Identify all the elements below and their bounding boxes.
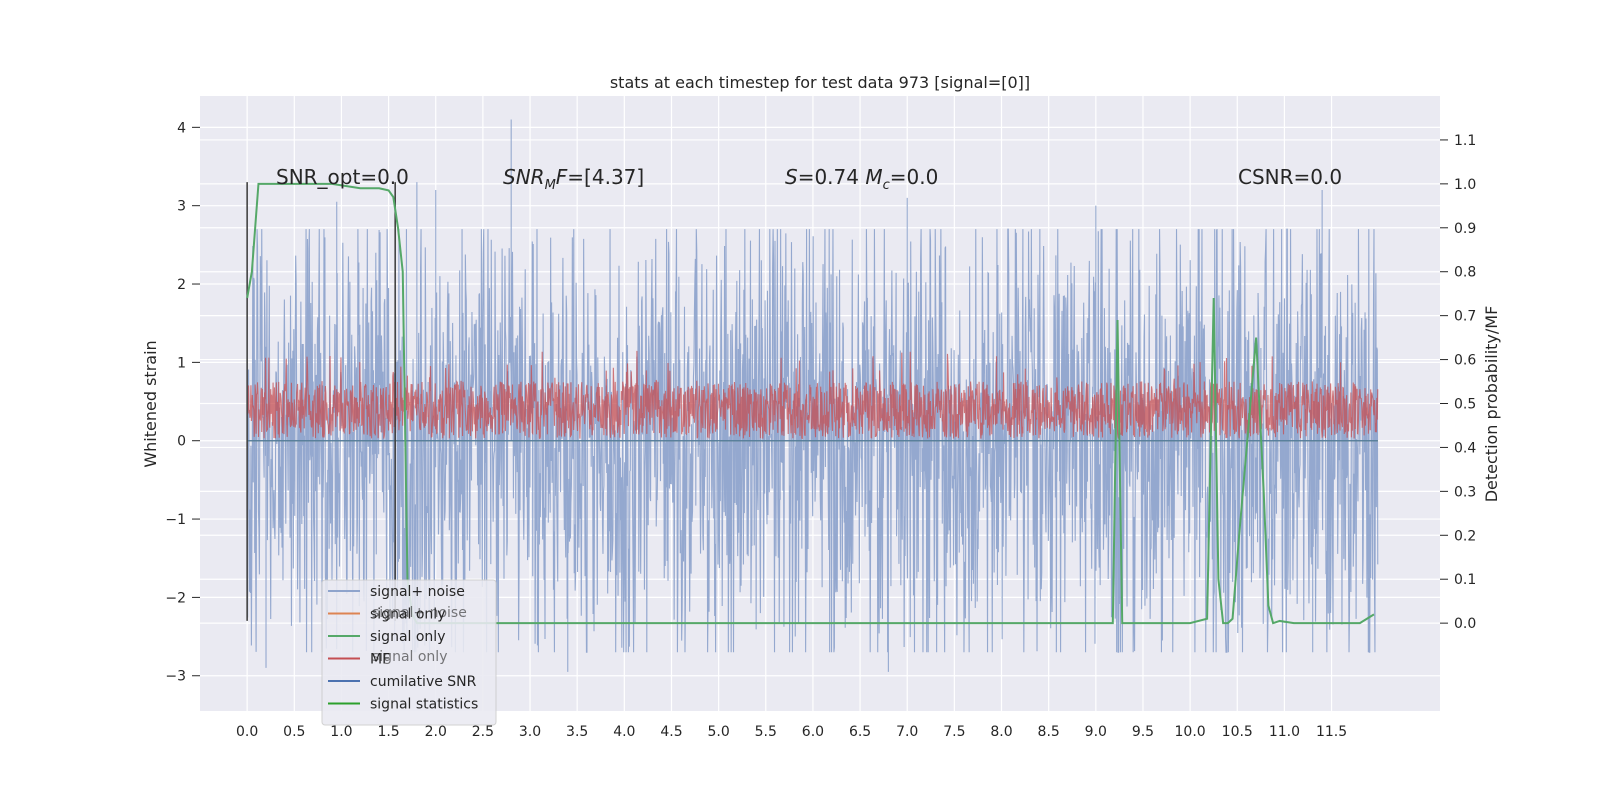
legend-ghost-label: signal+ noise — [372, 605, 467, 621]
series-signal-plus-noise — [246, 119, 1379, 672]
x-tick-label: 6.0 — [802, 724, 824, 740]
y2-axis-label: Detection probability/MF — [1482, 306, 1501, 503]
x-tick-label: 2.5 — [472, 724, 494, 740]
x-tick-label: 11.5 — [1316, 724, 1347, 740]
x-tick-label: 6.5 — [849, 724, 871, 740]
x-tick-label: 4.5 — [660, 724, 682, 740]
y-tick-label: 4 — [177, 120, 186, 136]
legend-label: signal statistics — [370, 697, 478, 713]
annotation-s-mc: S=0.74 Mc=0.0 — [785, 165, 938, 193]
x-tick-label: 5.5 — [755, 724, 777, 740]
y2-tick-label: 0.4 — [1454, 440, 1476, 456]
legend-label: signal+ noise — [370, 584, 465, 600]
x-tick-label: 11.0 — [1269, 724, 1300, 740]
x-tick-label: 3.5 — [566, 724, 588, 740]
x-tick-label: 7.5 — [943, 724, 965, 740]
x-tick-label: 10.0 — [1175, 724, 1206, 740]
legend-label: cumilative SNR — [370, 674, 477, 690]
x-tick-label: 9.5 — [1132, 724, 1154, 740]
x-tick-label: 8.0 — [990, 724, 1012, 740]
y2-tick-label: 0.3 — [1454, 484, 1476, 500]
y2-tick-label: 1.1 — [1454, 133, 1476, 149]
y-tick-label: −3 — [165, 669, 186, 685]
annotations: SNR_opt=0.0 SNRMF=[4.37] S=0.74 Mc=0.0 C… — [276, 165, 1342, 193]
chart-title: stats at each timestep for test data 973… — [610, 73, 1030, 92]
series-mf — [246, 350, 1379, 440]
series-signal-statistics — [246, 182, 1375, 625]
y2-tick-label: 0.2 — [1454, 528, 1476, 544]
annotation-csnr: CSNR=0.0 — [1238, 165, 1342, 189]
annotation-snr-opt: SNR_opt=0.0 — [276, 165, 409, 189]
y2-tick-label: 0.6 — [1454, 353, 1476, 369]
x-tick-label: 2.0 — [425, 724, 447, 740]
legend-label: signal only — [370, 629, 445, 645]
y2-tick-label: 0.9 — [1454, 221, 1476, 237]
axis-ticks: 0.0 0.5 1.0 1.5 2.0 2.5 3.0 3.5 4.0 4.5 5.0 5.5 6.0 6… — [165, 120, 1476, 740]
legend-box — [321, 579, 497, 726]
y-tick-label: −2 — [165, 590, 186, 606]
x-tick-label: 4.0 — [613, 724, 635, 740]
legend-label: MF — [370, 652, 390, 668]
x-tick-label: 7.0 — [896, 724, 918, 740]
y-axis-label: Whitened strain — [141, 340, 160, 467]
y2-tick-label: 0.7 — [1454, 309, 1476, 325]
x-tick-label: 1.0 — [330, 724, 352, 740]
y-tick-label: 1 — [177, 355, 186, 371]
x-tick-label: 0.0 — [236, 724, 258, 740]
x-tick-label: 0.5 — [283, 724, 305, 740]
y2-tick-label: 0.0 — [1454, 616, 1476, 632]
legend-label: signal only — [370, 607, 445, 623]
y2-tick-label: 0.5 — [1454, 397, 1476, 413]
plot-content — [246, 119, 1379, 672]
y2-tick-label: 0.8 — [1454, 265, 1476, 281]
y2-tick-label: 1.0 — [1454, 177, 1476, 193]
legend-ghost-label: signal only — [372, 649, 447, 665]
x-tick-label: 10.5 — [1222, 724, 1253, 740]
annotation-snr-mf: SNRMF=[4.37] — [503, 165, 644, 193]
x-tick-label: 9.0 — [1085, 724, 1107, 740]
y-tick-label: −1 — [165, 512, 186, 528]
y-tick-label: 0 — [177, 434, 186, 450]
y-tick-label: 2 — [177, 277, 186, 293]
x-tick-label: 8.5 — [1038, 724, 1060, 740]
y2-tick-label: 0.1 — [1454, 572, 1476, 588]
x-tick-label: 1.5 — [377, 724, 399, 740]
x-tick-label: 5.0 — [707, 724, 729, 740]
x-tick-label: 3.0 — [519, 724, 541, 740]
y-tick-label: 3 — [177, 199, 186, 215]
